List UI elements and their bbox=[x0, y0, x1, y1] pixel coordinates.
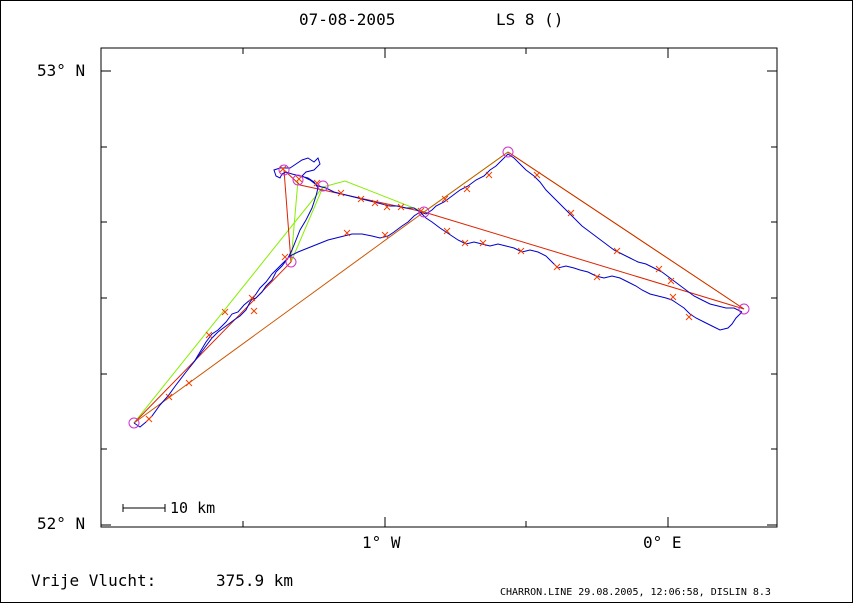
top-ticks bbox=[242, 48, 669, 58]
lat-label-top: 53° N bbox=[37, 61, 86, 80]
scale-bar bbox=[122, 504, 166, 512]
turnpoint-5 bbox=[317, 180, 329, 192]
title-flight: LS 8 () bbox=[496, 10, 564, 29]
title-date: 07-08-2005 bbox=[299, 10, 396, 29]
lat-label-bottom: 52° N bbox=[37, 514, 86, 533]
turnpoint-7 bbox=[502, 146, 514, 158]
task-line-orange bbox=[133, 151, 509, 424]
right-ticks bbox=[767, 70, 777, 526]
task-lines bbox=[133, 151, 745, 424]
task-line-red bbox=[133, 151, 745, 424]
turnpoint-8 bbox=[738, 303, 750, 315]
plot-frame bbox=[100, 47, 778, 528]
turnpoint-start bbox=[128, 417, 140, 429]
fix-markers bbox=[145, 165, 693, 423]
left-ticks bbox=[101, 70, 111, 526]
turnpoints bbox=[128, 146, 750, 429]
track-segment-1 bbox=[133, 153, 743, 428]
lon-label-right: 0° E bbox=[643, 533, 682, 552]
scale-bar-label: 10 km bbox=[170, 499, 216, 517]
track-segment-2 bbox=[193, 211, 743, 363]
turnpoint-2 bbox=[285, 256, 297, 268]
credit-text: CHARRON.LINE 29.08.2005, 12:06:58, DISLI… bbox=[500, 587, 771, 598]
bottom-ticks bbox=[242, 517, 669, 527]
lon-label-left: 1° W bbox=[362, 533, 401, 552]
task-line-green bbox=[133, 151, 745, 424]
distance-value: 375.9 km bbox=[216, 571, 294, 590]
turnpoint-4 bbox=[292, 174, 304, 186]
distance-label: Vrije Vlucht: bbox=[31, 571, 157, 590]
turnpoint-6 bbox=[418, 206, 430, 218]
gps-track bbox=[133, 153, 743, 428]
turnpoint-3 bbox=[278, 164, 290, 176]
